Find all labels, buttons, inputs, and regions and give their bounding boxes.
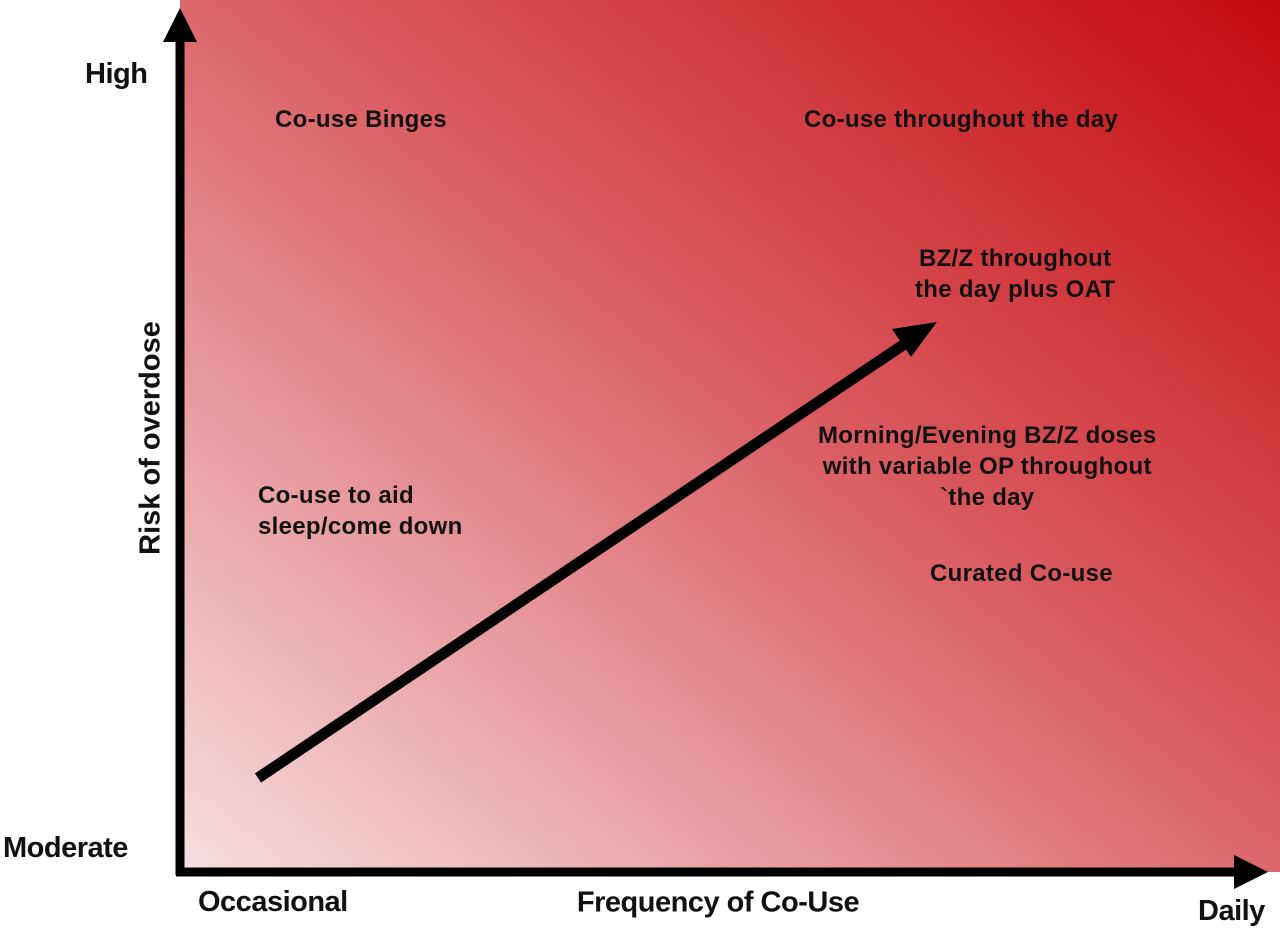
x-axis-arrowhead	[1234, 855, 1268, 889]
zone-morning-evening-line1: Morning/Evening BZ/Z doses	[818, 422, 1157, 449]
x-axis-low-label: Occasional	[198, 886, 348, 918]
zone-sleep-line2: sleep/come down	[258, 513, 463, 540]
y-axis-low-label: Moderate	[3, 832, 128, 864]
y-axis-high-label: High	[85, 58, 148, 90]
zone-co-use-binges: Co-use Binges	[275, 106, 447, 133]
zone-bzz-plus-oat-line1: BZ/Z throughout	[918, 245, 1112, 272]
x-axis-title: Frequency of Co-Use	[576, 886, 860, 919]
zone-morning-evening-doses: Morning/Evening BZ/Z doses with variable…	[818, 420, 1156, 513]
diagonal-arrow-icon	[254, 322, 937, 783]
zone-co-use-throughout-day: Co-use throughout the day	[804, 106, 1119, 133]
y-axis-title: Risk of overdose	[134, 321, 167, 555]
risk-gradient-background	[180, 0, 1280, 872]
zone-curated-co-use: Curated Co-use	[930, 560, 1113, 587]
x-axis-high-label: Daily	[1198, 895, 1265, 927]
zone-sleep-come-down: Co-use to aid sleep/come down	[258, 480, 463, 542]
zone-sleep-line1: Co-use to aid	[258, 482, 414, 509]
zone-morning-evening-line3: `the day	[940, 484, 1035, 511]
zone-morning-evening-line2: with variable OP throughout	[822, 453, 1152, 480]
zone-bzz-plus-oat: BZ/Z throughout the day plus OAT	[915, 243, 1115, 305]
zone-bzz-plus-oat-line2: the day plus OAT	[915, 276, 1116, 303]
y-axis-arrowhead	[163, 8, 197, 42]
